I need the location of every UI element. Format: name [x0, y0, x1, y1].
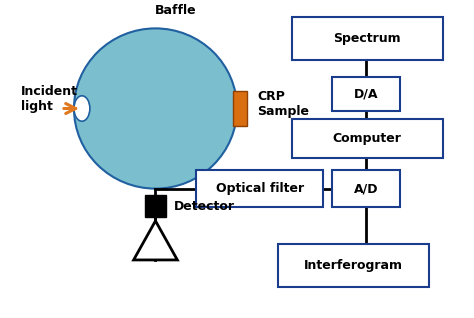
Text: Baffle: Baffle: [155, 4, 196, 17]
Text: A/D: A/D: [354, 182, 378, 195]
Polygon shape: [134, 221, 177, 260]
Bar: [196, 170, 323, 207]
Bar: [332, 170, 400, 207]
Text: Detector: Detector: [174, 200, 236, 213]
Bar: [292, 17, 443, 60]
Bar: [278, 244, 429, 287]
Text: Spectrum: Spectrum: [333, 32, 401, 45]
Bar: [292, 119, 443, 158]
Text: Interferogram: Interferogram: [304, 259, 403, 272]
Text: Computer: Computer: [333, 132, 401, 145]
Text: Incident
light: Incident light: [21, 85, 78, 113]
Bar: [332, 77, 400, 111]
Bar: [145, 196, 166, 217]
Text: D/A: D/A: [354, 88, 378, 101]
Circle shape: [74, 28, 237, 189]
Ellipse shape: [74, 96, 90, 121]
Text: CRP
Sample: CRP Sample: [257, 90, 309, 118]
Bar: [233, 91, 247, 126]
Text: Optical filter: Optical filter: [216, 182, 304, 195]
